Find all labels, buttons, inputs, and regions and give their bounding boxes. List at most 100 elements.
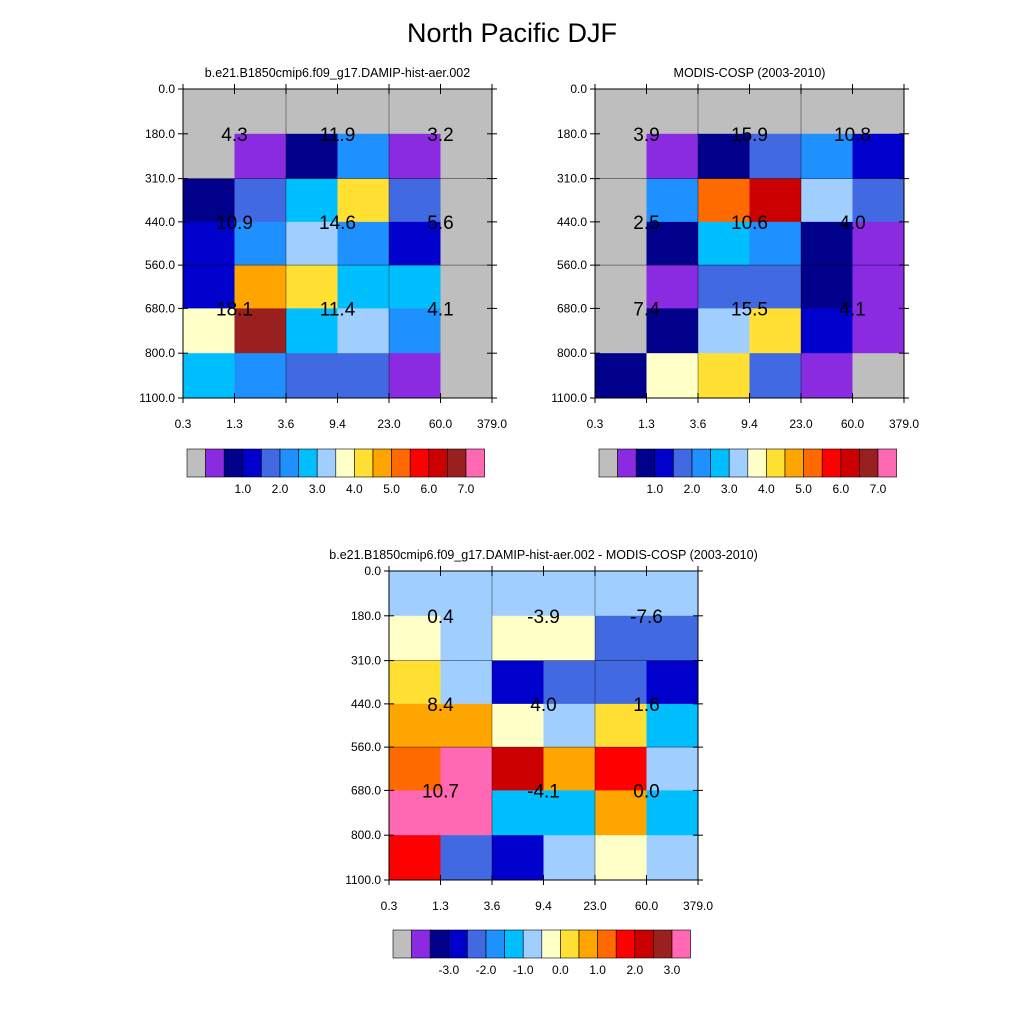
colorbar-swatch [635, 448, 656, 478]
colorbar-swatch [298, 448, 318, 478]
colorbar-label: 6.0 [832, 482, 849, 496]
heatmap-cell [852, 178, 905, 223]
heatmap-cell [492, 747, 544, 791]
heatmap-cell [646, 89, 699, 135]
heatmap-cell [440, 265, 493, 309]
y-tick-label: 180.0 [145, 127, 175, 141]
heatmap-cell [337, 308, 390, 354]
heatmap-cell [595, 221, 647, 266]
heatmap-cell [440, 835, 493, 881]
colorbar-swatch [391, 448, 411, 478]
y-tick-label: 800.0 [351, 828, 381, 842]
heatmap-cell [749, 133, 802, 180]
heatmap-cell [543, 703, 596, 748]
colorbar-label: 5.0 [795, 482, 812, 496]
colorbar-label: 1.0 [234, 482, 251, 496]
heatmap-cell [492, 835, 544, 881]
heatmap-cell [389, 89, 441, 135]
panel-title: b.e21.B1850cmip6.f09_g17.DAMIP-hist-aer.… [205, 66, 470, 80]
colorbar-label: 3.0 [664, 963, 681, 977]
heatmap-cell [646, 353, 699, 399]
colorbar-swatch [372, 448, 392, 478]
x-tick-label: 1.3 [638, 417, 655, 431]
heatmap-cell [337, 221, 390, 266]
heatmap-cell [389, 835, 441, 881]
colorbar-label: 7.0 [458, 482, 475, 496]
panel-control: b.e21.B1850cmip6.f09_g17.DAMIP-hist-aer.… [139, 66, 507, 496]
y-tick-label: 310.0 [557, 172, 587, 186]
colorbar-swatch [316, 448, 337, 478]
cell-annotation: -4.1 [527, 781, 560, 802]
heatmap-cell [440, 89, 493, 135]
x-tick-label: 60.0 [841, 417, 865, 431]
colorbar-label: 0.0 [552, 963, 569, 977]
colorbar-label: 4.0 [346, 482, 363, 496]
heatmap-cell [801, 221, 853, 266]
heatmap-cell [389, 615, 441, 662]
heatmap-cell [543, 571, 596, 617]
cell-annotation: 4.0 [839, 213, 865, 234]
heatmap-cell [749, 178, 802, 223]
y-tick-label: 560.0 [145, 258, 175, 272]
y-tick-label: 1100.0 [551, 391, 587, 405]
colorbar-swatch [747, 448, 767, 478]
y-tick-label: 680.0 [351, 783, 381, 797]
heatmap-cell [389, 703, 441, 748]
colorbar-swatch [279, 448, 299, 478]
heatmap-cell [337, 89, 390, 135]
x-tick-label: 1.3 [432, 899, 449, 913]
colorbar-swatch [654, 448, 674, 478]
y-tick-label: 1100.0 [345, 873, 381, 887]
cell-annotation: 1.6 [633, 695, 659, 716]
colorbar-swatch [598, 448, 618, 478]
colorbar-swatch [671, 929, 691, 959]
colorbar-label: 1.0 [646, 482, 663, 496]
colorbar-swatch [428, 448, 448, 478]
heatmap-cell [595, 308, 647, 354]
colorbar-swatch [578, 929, 598, 959]
heatmap-cell [183, 308, 235, 354]
heatmap-cell [286, 308, 338, 354]
colorbar-label: 5.0 [383, 482, 400, 496]
heatmap-cell [183, 89, 235, 135]
x-tick-label: 60.0 [429, 417, 453, 431]
heatmap-cell [646, 265, 699, 309]
heatmap-cell [698, 133, 750, 180]
heatmap-cell [286, 265, 338, 309]
cell-annotation: 5.6 [427, 213, 453, 234]
heatmap-cell [595, 703, 647, 748]
colorbar-swatch [447, 448, 467, 478]
x-tick-label: 0.3 [381, 899, 398, 913]
heatmap-cell [595, 265, 647, 309]
y-tick-label: 440.0 [557, 215, 587, 229]
colorbar-swatch [766, 448, 786, 478]
heatmap-cell [801, 133, 853, 180]
heatmap-cell [801, 265, 853, 309]
heatmap-cell [389, 660, 441, 705]
x-tick-label: 0.3 [587, 417, 604, 431]
colorbar-swatch [522, 929, 543, 959]
colorbar-swatch [560, 929, 580, 959]
heatmap-cell [698, 265, 750, 309]
y-tick-label: 310.0 [145, 172, 175, 186]
heatmap-cell [852, 89, 905, 135]
y-tick-label: 440.0 [145, 215, 175, 229]
colorbar-swatch [448, 929, 468, 959]
colorbar-swatch [186, 448, 206, 478]
y-tick-label: 0.0 [570, 82, 587, 96]
colorbar-swatch [691, 448, 711, 478]
heatmap-cell [698, 178, 750, 223]
heatmap-cell [286, 221, 338, 266]
colorbar-swatch [223, 448, 244, 478]
heatmap-cell [646, 571, 699, 617]
heatmap-cell [286, 133, 338, 180]
x-tick-label: 379.0 [683, 899, 713, 913]
heatmap-cell [337, 178, 390, 223]
heatmap-cell [440, 308, 493, 354]
heatmap-cell [595, 835, 647, 881]
x-tick-label: 23.0 [789, 417, 813, 431]
heatmap-cell [337, 353, 390, 399]
heatmap-cell [234, 221, 287, 266]
heatmap-cell [492, 615, 544, 662]
cell-annotation: 3.2 [427, 125, 453, 146]
